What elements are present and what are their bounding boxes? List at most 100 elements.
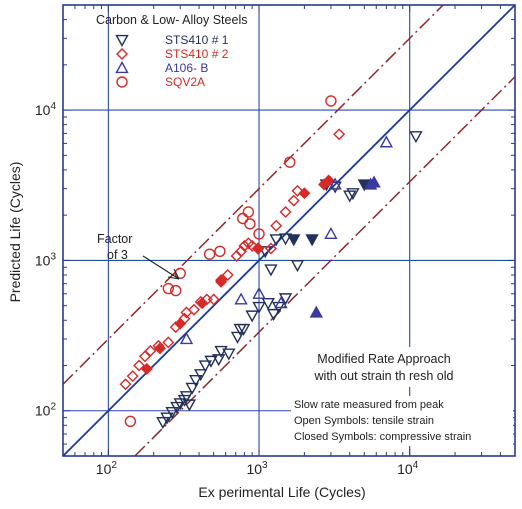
data-point [204, 355, 218, 368]
axis-ticks: 102 103 104 102 103 104 [35, 4, 516, 477]
data-point [244, 218, 256, 230]
line-factor-upper [63, 5, 444, 385]
data-point [174, 267, 186, 280]
data-point [278, 233, 293, 246]
factor-annotation: Factor of 3 [97, 232, 180, 280]
data-point [133, 359, 146, 372]
data-point [264, 242, 277, 255]
data-point [333, 128, 346, 141]
data-point [325, 95, 337, 107]
data-point [170, 284, 182, 297]
series-3 [179, 135, 394, 345]
data-point [266, 308, 281, 321]
data-point [258, 246, 272, 259]
method-annotation: Modified Rate Approach with out strain t… [300, 347, 470, 387]
line-factor-lower [134, 76, 515, 456]
note-line3: Closed Symbols: compressive strain [294, 431, 471, 443]
series-4 [124, 95, 337, 428]
legend-item: STS410 # 2 [116, 47, 229, 61]
data-point [140, 362, 153, 375]
data-point [233, 323, 247, 336]
data-point [278, 293, 293, 306]
note-line2: Open Symbols: tensile strain [294, 415, 434, 427]
legend-marker-triangle-down-icon [115, 34, 129, 47]
line-equality [63, 5, 515, 456]
data-point [189, 374, 203, 388]
data-point [379, 135, 394, 148]
x-axis-label: Ex perimental Life (Cycles) [198, 484, 365, 500]
y-axis-label: Predicted Life (Cycles) [7, 162, 23, 303]
legend-marker-circle-icon [116, 76, 128, 88]
factor-label-line2: of 3 [107, 248, 128, 262]
data-point [156, 417, 170, 430]
data-point [322, 174, 335, 187]
data-point [221, 268, 234, 281]
data-point [126, 370, 139, 383]
data-point [196, 297, 209, 310]
data-point [207, 293, 220, 306]
legend-marker-diamond-icon [116, 48, 128, 60]
data-point [264, 264, 278, 277]
data-point [174, 317, 187, 330]
legend-item: A106- B [115, 61, 208, 75]
legend-label: A106- B [165, 61, 208, 75]
data-point [253, 228, 265, 240]
data-point [162, 336, 175, 349]
grid [63, 5, 515, 456]
data-point [185, 382, 199, 395]
factor-arrow-head-icon [167, 268, 180, 280]
data-point [162, 282, 175, 295]
notes-bg [291, 396, 513, 446]
legend-label: SQV2A [165, 75, 205, 89]
factor-arrow-shaft [142, 255, 180, 280]
method-line2: with out strain th resh old [314, 369, 454, 383]
data-point [328, 181, 342, 194]
data-point [245, 310, 259, 323]
x-tick-label: 104 [397, 460, 419, 477]
data-point [144, 344, 157, 357]
data-point [324, 226, 338, 240]
data-point [252, 301, 266, 314]
data-point [343, 190, 357, 203]
data-point [328, 177, 342, 190]
y-tick-label: 102 [35, 402, 57, 419]
y-tick-label: 104 [35, 101, 57, 118]
axes-frame [62, 4, 516, 457]
data-point [246, 239, 259, 252]
legend: Carbon & Low- Alloy Steels STS410 # 1STS… [96, 13, 247, 89]
data-point [214, 245, 226, 257]
data-point [287, 194, 300, 207]
notes-annotation: Slow rate measured from peak Open Symbol… [291, 396, 513, 446]
data-point [274, 296, 288, 309]
data-point [153, 342, 166, 355]
data-point [251, 242, 264, 255]
data-point [284, 156, 296, 168]
data-point [298, 187, 311, 200]
data-point [187, 303, 200, 316]
method-line1: Modified Rate Approach [317, 352, 450, 366]
data-point [234, 292, 248, 305]
data-point [215, 275, 228, 288]
data-point [165, 406, 179, 420]
data-point [179, 332, 194, 345]
series-2 [119, 128, 346, 391]
data-point [160, 412, 174, 425]
data-point [346, 188, 360, 201]
data-point [193, 369, 208, 382]
data-point [212, 354, 226, 367]
factor-label-line1: Factor [97, 232, 132, 246]
legend-label: STS410 # 1 [165, 33, 229, 47]
data-point [252, 286, 266, 299]
data-point [290, 260, 305, 273]
legend-title: Carbon & Low- Alloy Steels [96, 13, 247, 27]
data-point [124, 415, 137, 428]
note-line1: Slow rate measured from peak [294, 399, 444, 411]
data-point [367, 175, 381, 188]
data-point [119, 378, 132, 391]
data-point [238, 239, 251, 252]
data-point [309, 305, 323, 318]
data-point [203, 248, 216, 260]
data-point [230, 331, 245, 344]
